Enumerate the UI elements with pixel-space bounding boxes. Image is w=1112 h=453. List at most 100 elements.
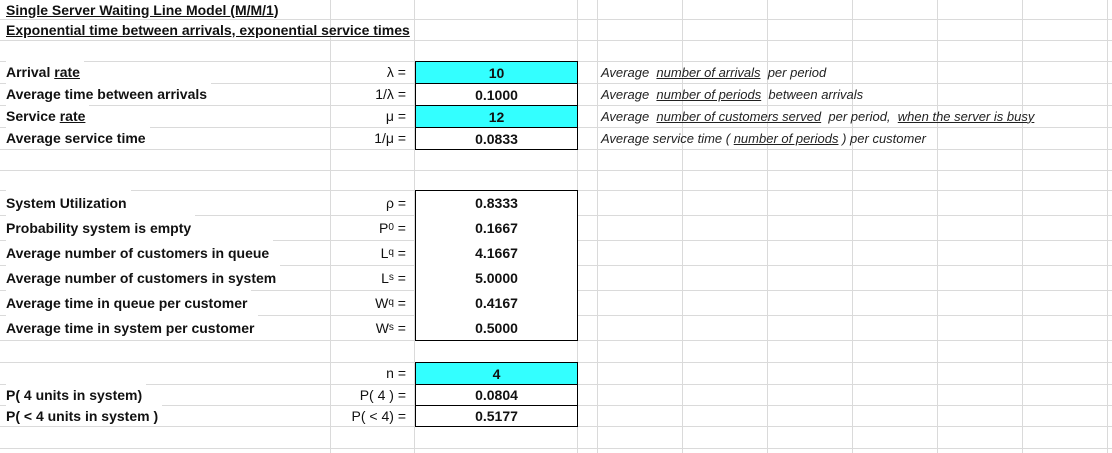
row-symbol: 1/λ = (330, 83, 406, 105)
row-symbol: 1/μ = (330, 127, 406, 149)
text-segment: number of periods (733, 130, 839, 146)
text-segment: Average time in system per customer (6, 319, 255, 336)
symbol-base: 1/λ = (375, 86, 406, 102)
text-segment: Average service time (6, 130, 146, 146)
text-segment: rate (59, 108, 86, 124)
text-segment: number of arrivals (656, 64, 761, 80)
note: Average number of customers served per p… (601, 105, 1034, 127)
value-cell: 5.0000 (475, 270, 518, 286)
sheet-subtitle: Exponential time between arrivals, expon… (6, 21, 410, 38)
row-label: Average number of customers in queue (6, 240, 274, 265)
input-cell: 12 (415, 105, 578, 128)
row-symbol: P( 4 ) = (330, 384, 406, 405)
symbol-subscript: q (388, 297, 394, 308)
grid-line (1022, 0, 1023, 453)
symbol-base: P( 4 ) = (359, 386, 406, 403)
row-label: Average time between arrivals (6, 83, 212, 105)
value-cell: 0.1000 (415, 83, 578, 106)
symbol-equals: = (393, 294, 406, 311)
text-segment: Average (601, 86, 657, 102)
row-symbol: ρ = (330, 190, 406, 215)
row-label: P( 4 units in system) (6, 384, 147, 405)
row-label: Average number of customers in system (6, 265, 281, 290)
text-segment: rate (54, 64, 80, 80)
value-cell: 0.8333 (475, 195, 518, 211)
text-segment: per period (760, 64, 827, 80)
text-segment: when the server is busy (897, 108, 1035, 124)
symbol-base: L (381, 269, 389, 286)
symbol-base: P( < 4) = (351, 407, 406, 424)
text-segment: between arrivals (761, 86, 864, 102)
symbol-base: L (380, 244, 389, 261)
symbol-subscript: s (388, 272, 394, 283)
row-label: Average time in queue per customer (6, 290, 252, 315)
symbol-base: W (375, 319, 389, 336)
value-cell: 4.1667 (475, 245, 518, 261)
note: Average number of periods between arriva… (601, 83, 863, 105)
row-label: System Utilization (6, 190, 131, 215)
symbol-subscript: s (388, 322, 394, 333)
row-label: P( < 4 units in system ) (6, 405, 163, 426)
text-segment: Probability system is empty (6, 219, 192, 236)
grid-line (330, 0, 331, 453)
value-cell: 0.0804 (415, 384, 578, 406)
row-symbol: λ = (330, 61, 406, 83)
text-segment: ) per customer (838, 130, 926, 146)
symbol-subscript: 0 (388, 222, 394, 233)
value-cell: 0.5177 (415, 405, 578, 427)
result-box (415, 190, 578, 341)
symbol-equals: = (393, 244, 406, 261)
symbol-base: P (379, 219, 389, 236)
text-segment: Average number of customers in queue (6, 244, 270, 261)
symbol-base: λ = (386, 64, 406, 80)
symbol-base: 1/μ = (374, 130, 406, 146)
row-symbol: μ = (330, 105, 406, 127)
symbol-base: μ = (385, 108, 406, 124)
text-segment: number of customers served (656, 108, 822, 124)
sheet-title: Single Server Waiting Line Model (M/M/1) (6, 1, 279, 18)
grid-line (682, 0, 683, 453)
symbol-equals: = (393, 319, 406, 336)
symbol-base: W (375, 294, 389, 311)
value-cell: 0.4167 (475, 295, 518, 311)
text-segment: System Utilization (6, 194, 127, 211)
row-symbol: P( < 4) = (330, 405, 406, 426)
row-symbol: n = (330, 362, 406, 384)
note: Average number of arrivals per period (601, 61, 826, 83)
grid-line (767, 0, 768, 453)
text-segment: Average number of customers in system (6, 269, 277, 286)
row-label: Probability system is empty (6, 215, 196, 240)
grid-line (0, 40, 1112, 41)
row-label: Average service time (6, 127, 150, 149)
grid-line (0, 170, 1112, 171)
symbol-equals: = (393, 219, 406, 236)
text-segment: per period, (821, 108, 898, 124)
value-cell: 0.1667 (475, 220, 518, 236)
symbol-base: n = (386, 365, 406, 381)
input-cell: 4 (415, 362, 578, 385)
row-label: Average time in system per customer (6, 315, 259, 340)
text-segment: Arrival (6, 64, 55, 80)
text-segment: P( 4 units in system) (6, 386, 143, 403)
note: Average service time ( number of periods… (601, 127, 926, 149)
symbol-equals: = (393, 269, 406, 286)
grid-line (937, 0, 938, 453)
text-segment: Average (601, 108, 657, 124)
text-segment: P( < 4 units in system ) (6, 407, 159, 424)
symbol-base: ρ = (385, 194, 406, 211)
row-label: Arrival rate (6, 61, 84, 83)
input-cell: 10 (415, 61, 578, 84)
grid-line (597, 0, 598, 453)
value-cell: 0.0833 (415, 127, 578, 150)
text-segment: Average time between arrivals (6, 86, 208, 102)
symbol-subscript: q (388, 247, 394, 258)
value-cell: 0.5000 (475, 320, 518, 336)
grid-line (1107, 0, 1108, 453)
text-segment: Average time in queue per customer (6, 294, 248, 311)
grid-line (414, 0, 415, 453)
